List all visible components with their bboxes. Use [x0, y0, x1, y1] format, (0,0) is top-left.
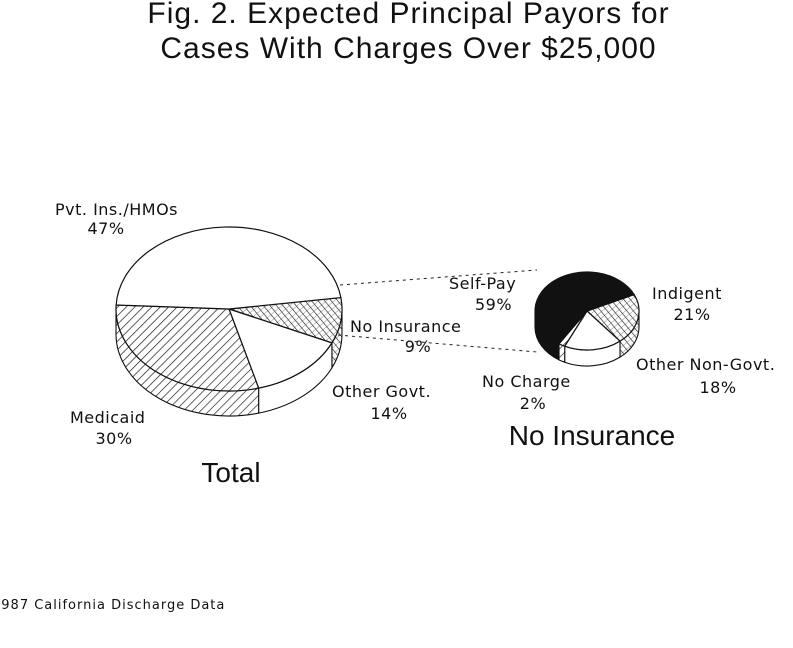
value-self-pay: 59% [475, 295, 512, 314]
label-other-non-govt: Other Non-Govt. [636, 355, 775, 374]
label-indigent: Indigent [652, 284, 722, 303]
chart-title-line-2: Cases With Charges Over $25,000 [160, 32, 657, 65]
label-no-insurance: No Insurance [350, 317, 461, 336]
pie-slice-other-govt- [227, 308, 333, 389]
pie-slice-other-non-govt- [563, 310, 621, 351]
source-note: 1987 California Discharge Data [0, 598, 225, 613]
no-insurance-pie-slices [534, 271, 640, 351]
label-self-pay: Self-Pay [449, 274, 516, 293]
pie-slice-indigent [585, 293, 640, 342]
value-medicaid: 30% [95, 429, 132, 448]
label-medicaid: Medicaid [70, 408, 145, 427]
label-no-charge: No Charge [482, 372, 571, 391]
label-pvt-ins: Pvt. Ins./HMOs [55, 200, 178, 219]
total-pie-slices [115, 226, 343, 392]
no-insurance-pie-title: No Insurance [509, 420, 676, 451]
pie-side-no-charge [558, 342, 566, 364]
connector-line-bottom [337, 334, 538, 353]
value-indigent: 21% [673, 305, 710, 324]
label-other-govt: Other Govt. [332, 382, 431, 401]
value-other-non-govt: 18% [699, 378, 736, 397]
total-pie-title: Total [201, 457, 260, 488]
pie-slice-medicaid [115, 304, 260, 392]
connector-line-top [339, 269, 538, 286]
value-other-govt: 14% [370, 404, 407, 423]
value-no-charge: 2% [520, 394, 546, 413]
pie-slice-self-pay [534, 271, 636, 345]
pie-slice-pvt-ins-hmos [115, 226, 342, 310]
value-no-insurance: 9% [405, 337, 431, 356]
chart-title-line-1: Fig. 2. Expected Principal Payors for [147, 0, 670, 30]
value-pvt-ins: 47% [87, 219, 124, 238]
